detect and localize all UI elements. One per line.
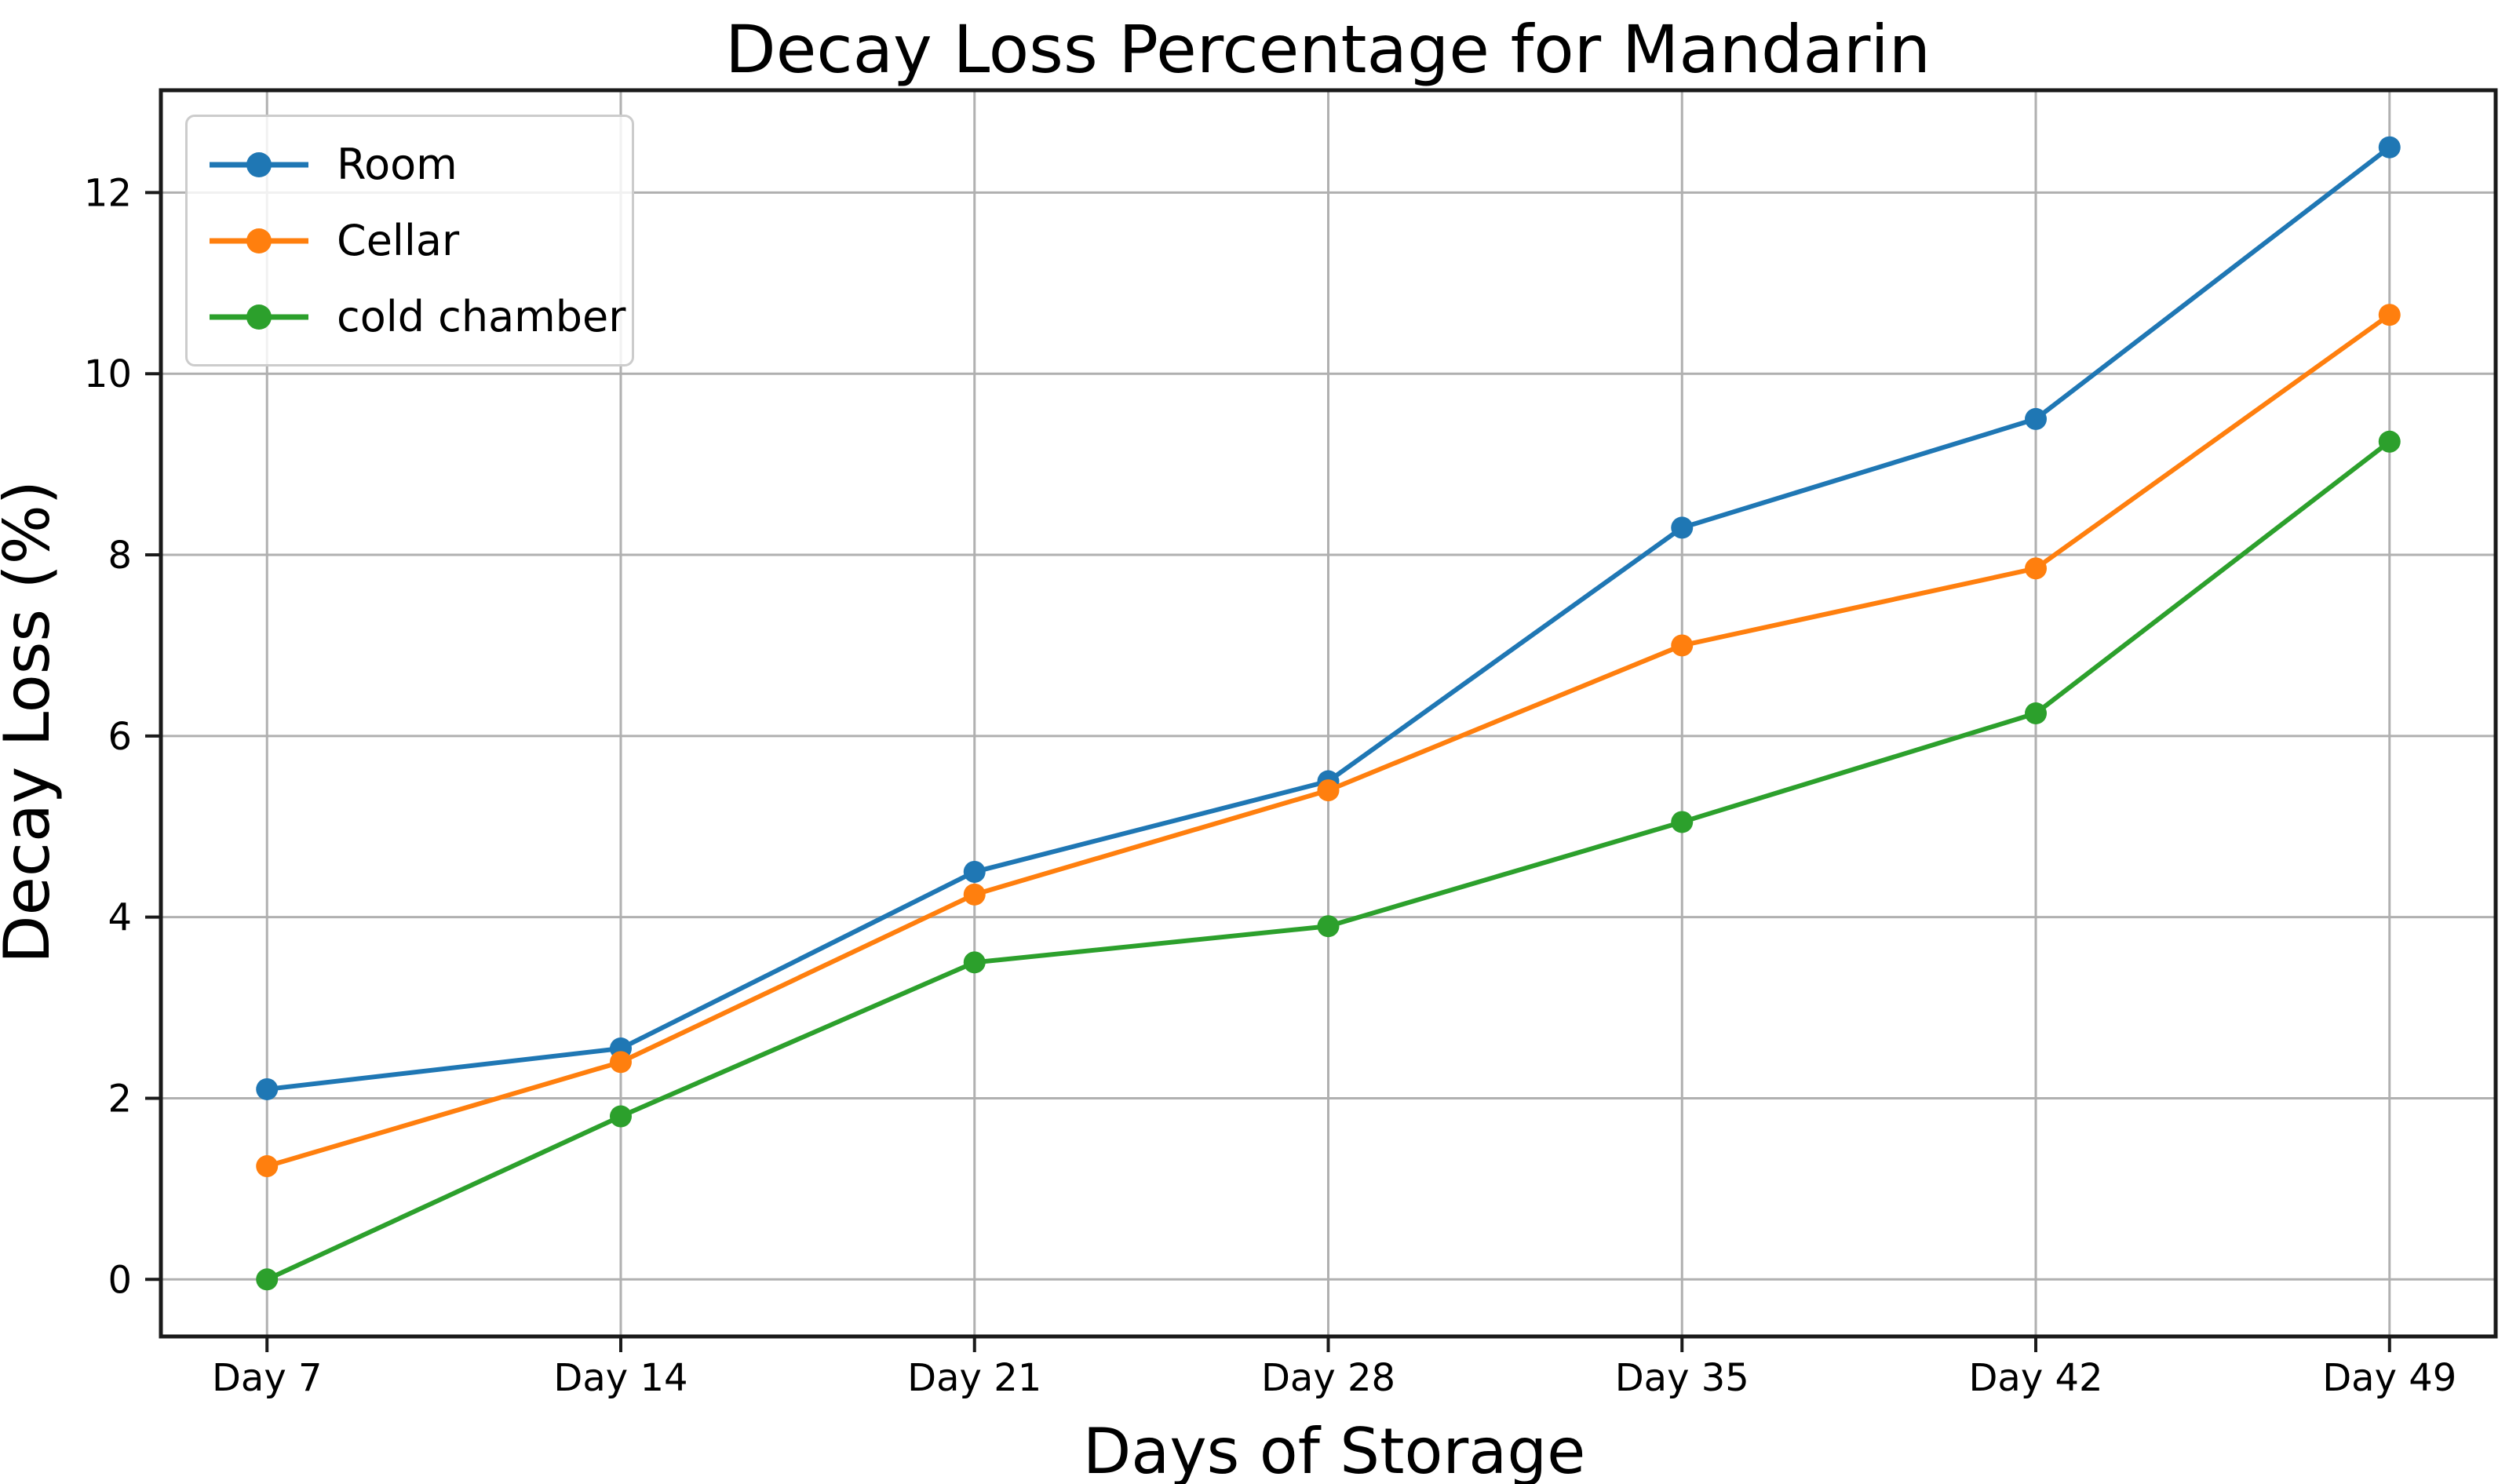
x-tick-label: Day 21 (907, 1356, 1041, 1400)
data-point-room (963, 860, 986, 883)
x-tick-label: Day 7 (212, 1356, 323, 1400)
series-layer (256, 136, 2401, 1291)
legend-line-marker-icon (210, 304, 308, 330)
x-axis-label: Days of Storage (1083, 1415, 1586, 1484)
data-point-room (256, 1077, 279, 1100)
x-tick-label: Day 28 (1261, 1356, 1395, 1400)
x-tick-label: Day 14 (553, 1356, 687, 1400)
legend-marker-dot (246, 151, 272, 177)
legend-marker-dot (246, 304, 272, 330)
legend-item-cellar: Cellar (208, 202, 611, 279)
y-tick-label: 10 (84, 352, 132, 396)
data-point-room (2378, 136, 2401, 159)
data-point-cold-chamber (1671, 811, 1694, 833)
data-point-cold-chamber (609, 1105, 632, 1128)
legend-line-marker-icon (210, 151, 308, 177)
data-point-room (2025, 407, 2048, 430)
chart-title: Decay Loss Percentage for Mandarin (725, 11, 1931, 88)
data-point-cellar (2378, 304, 2401, 326)
legend: Room Cellar cold chamber (185, 115, 634, 366)
y-tick-label: 8 (108, 534, 132, 578)
data-point-cold-chamber (963, 951, 986, 974)
legend-item-room: Room (208, 126, 611, 202)
y-tick-label: 2 (108, 1077, 132, 1121)
legend-label: cold chamber (337, 292, 626, 341)
legend-line-marker-icon (210, 228, 308, 253)
legend-marker-dot (246, 228, 272, 253)
data-point-room (1671, 516, 1694, 539)
legend-label: Room (337, 140, 458, 189)
data-point-cellar (256, 1155, 279, 1178)
data-point-cellar (2025, 557, 2048, 580)
data-point-cold-chamber (2025, 702, 2048, 724)
data-point-cold-chamber (256, 1268, 279, 1291)
y-tick-label: 6 (108, 715, 132, 759)
y-axis-label: Decay Loss (%) (0, 480, 64, 964)
y-tick-label: 0 (108, 1258, 132, 1302)
data-point-cellar (1317, 779, 1340, 802)
data-point-cellar (1671, 634, 1694, 657)
y-tick-label: 12 (84, 171, 132, 215)
data-point-cold-chamber (1317, 915, 1340, 938)
x-tick-label: Day 49 (2322, 1356, 2456, 1400)
x-tick-label: Day 35 (1615, 1356, 1749, 1400)
y-tick-label: 4 (108, 896, 132, 940)
x-tick-label: Day 42 (1968, 1356, 2102, 1400)
legend-label: Cellar (337, 216, 460, 265)
data-point-cold-chamber (2378, 430, 2401, 453)
axis-layer: Day 7 Day 14 Day 21 Day 28 Day 35 Day 42 Day 4… (84, 88, 2498, 1400)
data-point-cellar (963, 883, 986, 906)
legend-item-cold-chamber: cold chamber (208, 279, 625, 355)
data-point-cellar (609, 1051, 632, 1074)
